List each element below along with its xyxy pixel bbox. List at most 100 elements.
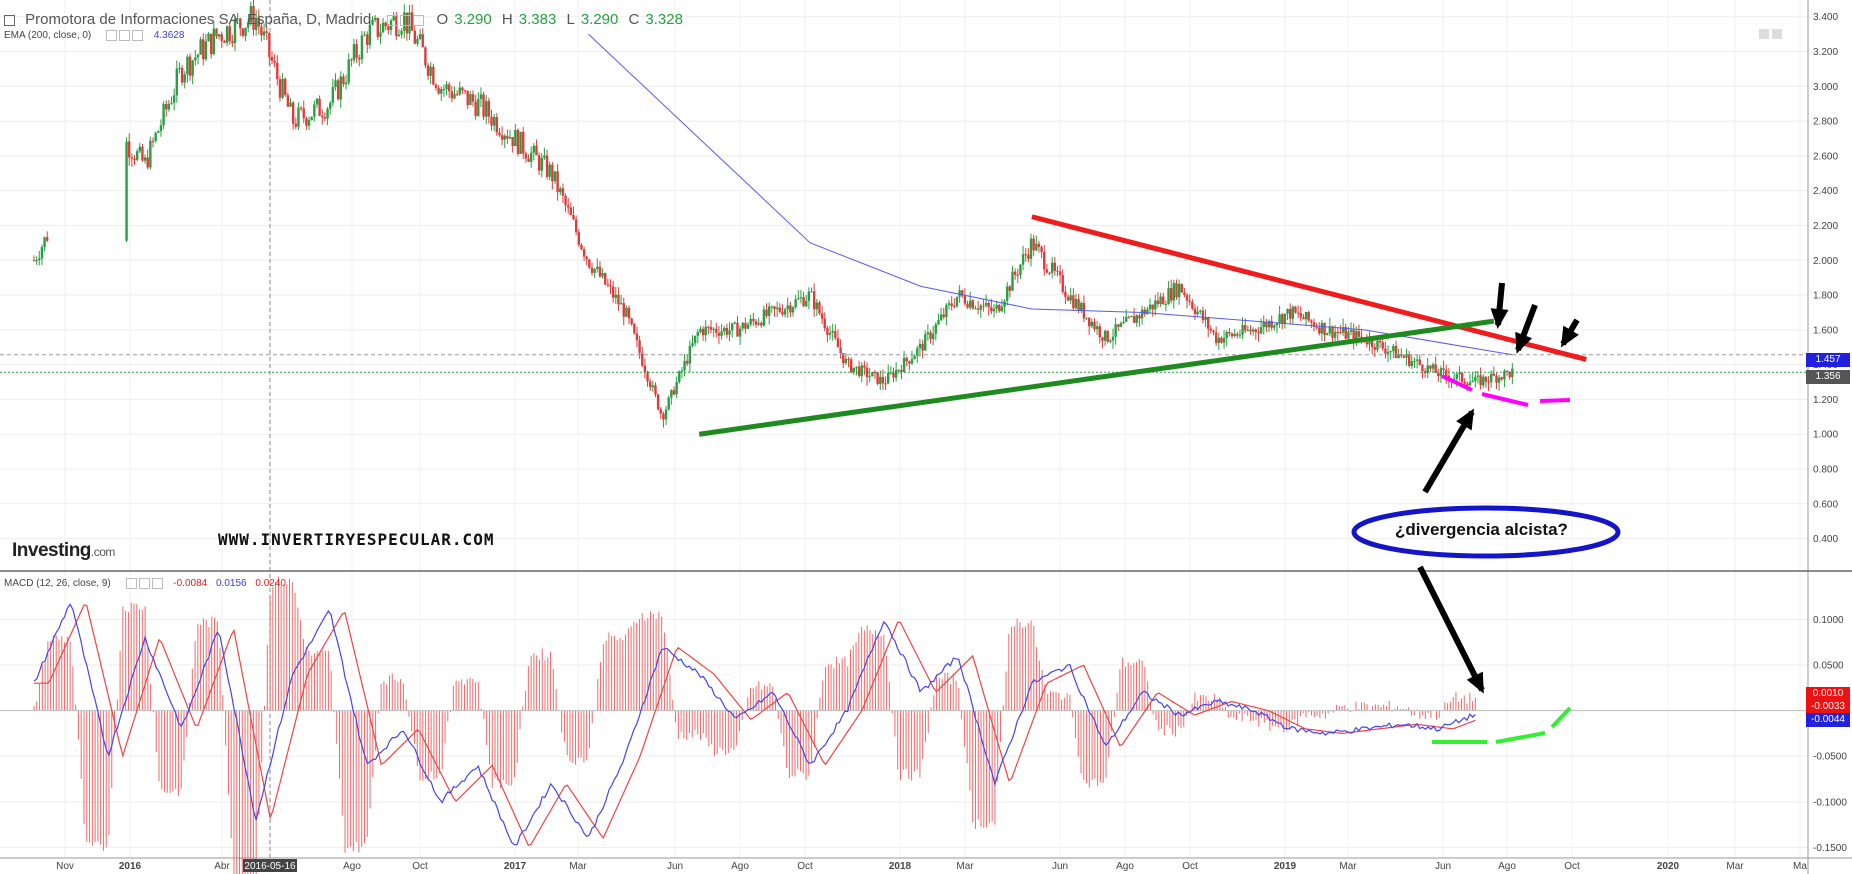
candle-body [175, 68, 179, 96]
candle-body [641, 353, 644, 366]
candle-body [1471, 381, 1474, 383]
candle-body [1307, 312, 1310, 321]
candle-body [540, 157, 543, 171]
candle-body [884, 383, 887, 385]
settings-icon[interactable] [125, 578, 137, 589]
candle-body [1458, 372, 1461, 375]
close-value: 3.328 [645, 11, 683, 28]
time-tick-label: Ago [1498, 861, 1516, 872]
brand-name: Investing [12, 540, 91, 561]
candle-body [1452, 378, 1456, 380]
candle-body [426, 65, 430, 76]
candle-body [149, 140, 152, 168]
macd-buttons[interactable] [125, 578, 165, 589]
candle-body [1455, 374, 1458, 379]
candle-body [1011, 271, 1014, 291]
candle-body [1381, 342, 1384, 349]
header-buttons[interactable] [387, 11, 426, 28]
candle-body [1064, 291, 1067, 297]
macd-label[interactable]: MACD (12, 26, close, 9) [4, 578, 111, 590]
candle-body [315, 98, 319, 105]
candle-body [265, 31, 268, 33]
candle-body [440, 89, 443, 94]
candle-body [1296, 312, 1300, 314]
candle-body [278, 79, 282, 98]
settings-icon[interactable] [106, 30, 118, 41]
candle-body [461, 87, 464, 91]
candle-body [625, 307, 628, 317]
candle-body [1193, 308, 1197, 315]
candle-body [1445, 369, 1448, 376]
minimize-icon[interactable] [1772, 29, 1782, 39]
candle-body [1278, 314, 1281, 324]
candlestick-series [32, 0, 1514, 428]
candle-body [966, 303, 969, 308]
candle-body [1148, 304, 1152, 310]
candle-body [622, 303, 625, 317]
time-tick-label: 2016 [119, 861, 142, 872]
time-tick-label: Oct [1564, 861, 1580, 872]
hide-icon[interactable] [119, 30, 131, 41]
candle-body [543, 155, 546, 158]
candle-body [831, 331, 834, 333]
ema-value: 4.3628 [153, 30, 185, 42]
candle-body [360, 35, 364, 60]
symbol-title[interactable]: Promotora de Informaciones SA, España, D… [25, 11, 372, 28]
candle-body [1487, 381, 1490, 383]
maximize-icon[interactable] [1759, 29, 1769, 39]
support-trendline[interactable] [698, 318, 1495, 437]
macd-tick-label: 0.0500 [1813, 660, 1844, 671]
collapse-icon[interactable] [4, 14, 15, 26]
candle-body [1106, 330, 1109, 342]
investing-logo: Investing.com [12, 540, 115, 562]
ema-buttons[interactable] [106, 30, 145, 41]
candle-body [1402, 355, 1406, 358]
candle-body [1328, 326, 1332, 334]
pane-window-buttons[interactable] [1756, 26, 1782, 44]
candle-body [1143, 309, 1146, 315]
candle-body [262, 31, 266, 36]
candle-body [942, 314, 945, 317]
candle-body [1228, 332, 1231, 334]
candle-body [442, 88, 446, 90]
hide-icon[interactable] [400, 14, 412, 26]
candle-body [1283, 313, 1287, 324]
candle-body [902, 357, 906, 373]
annotation-oval[interactable] [1351, 505, 1621, 559]
candle-body [1288, 308, 1292, 319]
candle-body [1024, 254, 1027, 256]
candle-body [921, 343, 924, 351]
candle-body [929, 332, 932, 340]
time-tick-label: Ago [343, 861, 361, 872]
candle-body [696, 332, 699, 336]
hide-icon[interactable] [138, 578, 150, 589]
price-tick-label: 0.600 [1813, 499, 1838, 510]
ema-label[interactable]: EMA (200, close, 0) [4, 30, 92, 42]
candle-body [1040, 247, 1043, 252]
candle-body [532, 145, 536, 153]
candle-body [1085, 317, 1088, 319]
resistance-trendline[interactable] [1031, 214, 1587, 362]
time-tick-label: Oct [797, 861, 813, 872]
candle-body [767, 306, 771, 316]
candle-body [1497, 377, 1501, 383]
close-icon[interactable] [413, 14, 425, 26]
candle-body [1410, 361, 1414, 366]
macd-signal-line [34, 604, 1476, 847]
candle-body [1006, 286, 1009, 301]
candle-body [1357, 331, 1361, 337]
close-icon[interactable] [151, 578, 163, 589]
candle-body [1476, 375, 1480, 377]
candle-body [1050, 262, 1054, 273]
candle-body [535, 145, 538, 156]
close-icon[interactable] [132, 30, 144, 41]
candle-body [291, 102, 295, 124]
candle-body [664, 409, 668, 420]
candle-body [992, 308, 996, 312]
settings-icon[interactable] [387, 14, 399, 26]
candle-body [982, 305, 985, 307]
candle-body [1037, 243, 1041, 248]
candle-body [162, 104, 165, 126]
candle-body [141, 146, 144, 161]
